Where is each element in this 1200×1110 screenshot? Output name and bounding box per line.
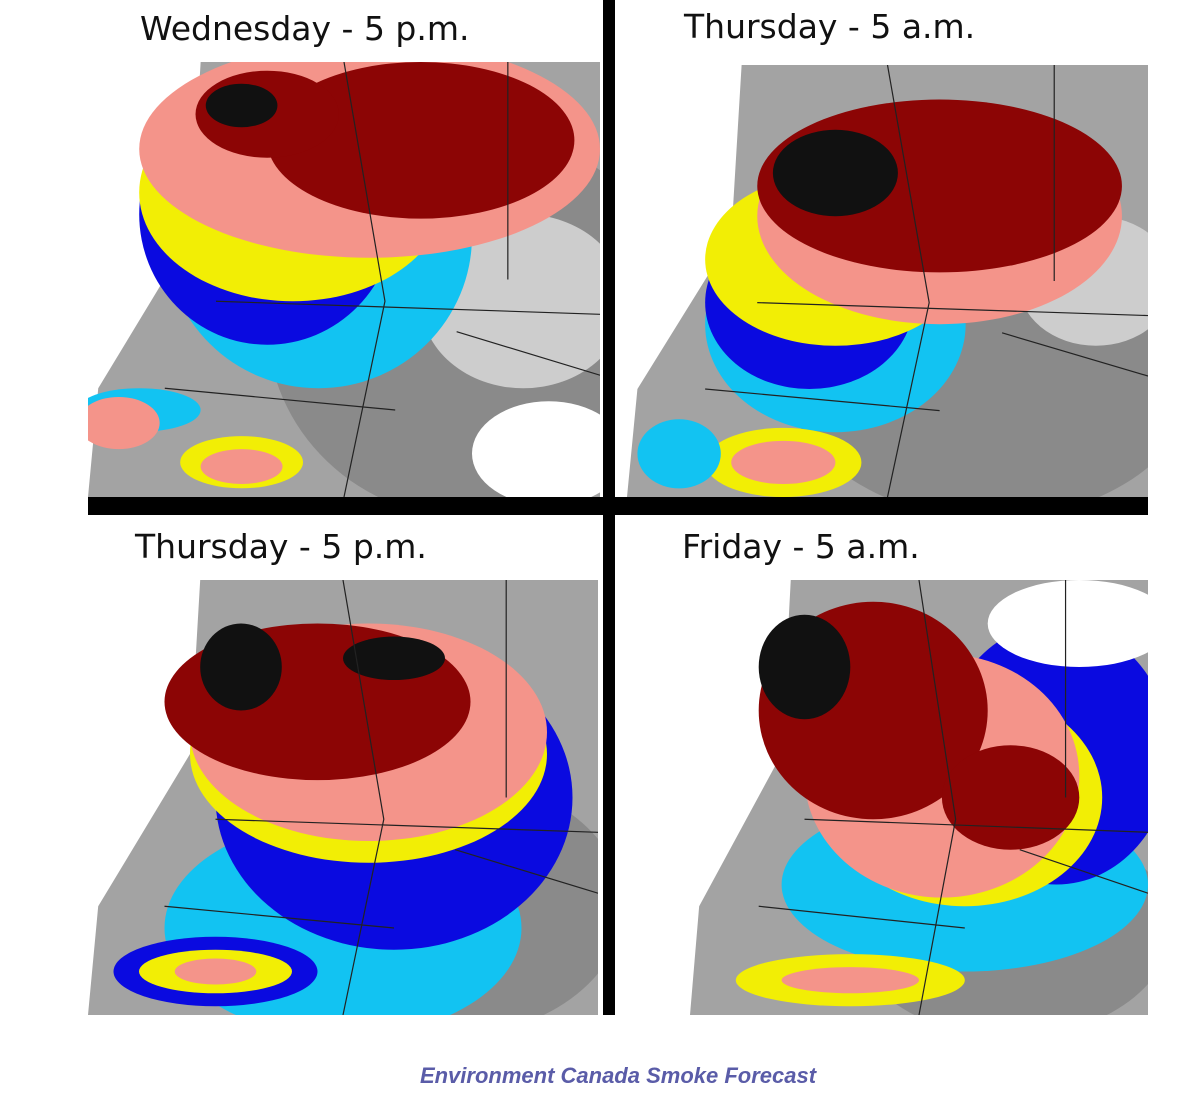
smoke-area <box>472 401 600 497</box>
smoke-area <box>941 745 1080 850</box>
smoke-area <box>200 623 282 711</box>
caption: Environment Canada Smoke Forecast <box>420 1063 818 1088</box>
borders <box>758 580 1148 1015</box>
panel-title: Wednesday - 5 p.m. <box>140 9 470 48</box>
smoke-area <box>267 62 575 219</box>
smoke-area <box>205 83 278 128</box>
borders <box>164 62 600 497</box>
panel-title: Thursday - 5 p.m. <box>134 527 427 566</box>
smoke-area <box>343 636 445 681</box>
map-panels <box>88 62 1148 1015</box>
panel-title: Thursday - 5 a.m. <box>683 7 975 46</box>
panel-title: Friday - 5 a.m. <box>682 527 920 566</box>
borders <box>164 580 598 1015</box>
map-panel <box>88 580 598 1015</box>
smoke-area <box>772 129 898 217</box>
smoke-area <box>987 580 1148 667</box>
smoke-area <box>637 419 721 489</box>
borders <box>705 65 1148 497</box>
map-panel <box>690 580 1148 1015</box>
smoke-area <box>174 958 257 985</box>
ocean <box>627 65 742 497</box>
smoke-area <box>88 396 160 450</box>
map-panel <box>627 65 1148 497</box>
smoke-area <box>758 614 851 720</box>
smoke-area <box>781 967 919 994</box>
smoke-area <box>200 449 283 484</box>
smoke-area <box>731 440 836 485</box>
divider-horizontal <box>88 497 1148 515</box>
map-panel <box>88 62 600 497</box>
